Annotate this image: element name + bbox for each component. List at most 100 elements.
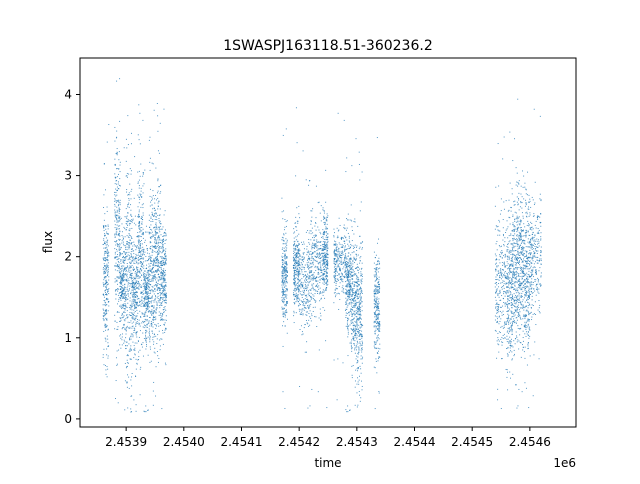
- data-point: [106, 293, 108, 295]
- data-point: [324, 242, 326, 244]
- data-point: [116, 228, 118, 230]
- data-point: [324, 241, 326, 243]
- data-point: [129, 240, 131, 242]
- data-point: [345, 263, 347, 265]
- data-point: [121, 276, 123, 278]
- data-point: [322, 266, 324, 268]
- data-point: [159, 225, 161, 227]
- data-point: [104, 235, 106, 237]
- data-point: [337, 264, 339, 266]
- data-point: [120, 271, 122, 273]
- data-point: [136, 262, 138, 264]
- data-point: [107, 301, 109, 303]
- data-point: [131, 395, 133, 397]
- data-point: [349, 409, 351, 411]
- data-point: [106, 288, 107, 290]
- data-point: [108, 279, 110, 281]
- data-point: [138, 286, 140, 288]
- data-point: [130, 262, 132, 264]
- data-point: [107, 298, 109, 300]
- data-point: [346, 313, 348, 315]
- data-point: [352, 325, 354, 327]
- data-point: [161, 272, 163, 274]
- data-point: [114, 269, 116, 271]
- data-point: [107, 290, 109, 292]
- data-point: [150, 237, 152, 239]
- data-point: [296, 220, 298, 222]
- data-point: [118, 248, 120, 250]
- data-point: [316, 240, 318, 242]
- data-point: [116, 186, 118, 188]
- data-point: [137, 340, 139, 342]
- data-point: [352, 313, 354, 315]
- data-point: [306, 314, 308, 316]
- data-point: [284, 261, 286, 263]
- data-point: [121, 294, 123, 295]
- data-point: [106, 141, 108, 143]
- data-point: [343, 288, 345, 290]
- data-point: [116, 248, 118, 250]
- data-point: [127, 282, 129, 284]
- data-point: [132, 266, 134, 268]
- data-point: [345, 314, 347, 316]
- data-point: [162, 281, 164, 283]
- data-point: [158, 265, 160, 267]
- data-point: [153, 307, 155, 309]
- data-point: [159, 251, 161, 253]
- data-point: [131, 216, 133, 218]
- data-point: [123, 226, 125, 228]
- data-point: [147, 275, 149, 277]
- data-point: [303, 248, 305, 250]
- data-point: [161, 408, 163, 410]
- data-point: [131, 255, 133, 257]
- data-point: [140, 315, 142, 317]
- data-point: [116, 211, 118, 213]
- data-point: [147, 303, 149, 305]
- data-point: [144, 311, 146, 313]
- data-point: [333, 302, 335, 304]
- data-point: [282, 260, 284, 262]
- data-point: [335, 278, 337, 280]
- data-point: [124, 288, 126, 290]
- data-point: [350, 322, 352, 324]
- data-point: [125, 138, 127, 140]
- data-point: [135, 292, 137, 294]
- data-point: [125, 318, 127, 320]
- data-point: [133, 302, 135, 304]
- data-point: [320, 241, 322, 243]
- data-point: [312, 253, 314, 255]
- data-point: [158, 314, 160, 316]
- data-point: [293, 295, 295, 297]
- data-point: [128, 258, 130, 260]
- data-point: [347, 333, 349, 335]
- data-point: [165, 250, 167, 252]
- data-point: [145, 336, 147, 338]
- data-point: [135, 295, 137, 297]
- data-point: [361, 358, 363, 360]
- data-point: [154, 242, 156, 244]
- data-point: [128, 314, 130, 316]
- data-point: [375, 314, 377, 316]
- data-point: [138, 262, 140, 264]
- data-point: [351, 302, 353, 304]
- data-point: [126, 382, 128, 384]
- data-point: [162, 258, 164, 260]
- data-point: [344, 271, 346, 273]
- data-point: [322, 291, 324, 293]
- data-point: [104, 213, 106, 215]
- data-point: [140, 258, 142, 260]
- data-point: [285, 250, 287, 252]
- data-point: [163, 311, 165, 313]
- data-point: [146, 271, 148, 273]
- data-point: [359, 345, 361, 347]
- data-point: [155, 240, 157, 242]
- data-point: [324, 222, 326, 224]
- data-point: [157, 259, 159, 261]
- data-point: [107, 252, 109, 254]
- data-point: [312, 294, 314, 296]
- data-point: [313, 239, 315, 241]
- data-point: [141, 216, 143, 218]
- data-point: [114, 290, 116, 292]
- data-point: [352, 293, 354, 295]
- data-point: [327, 239, 329, 241]
